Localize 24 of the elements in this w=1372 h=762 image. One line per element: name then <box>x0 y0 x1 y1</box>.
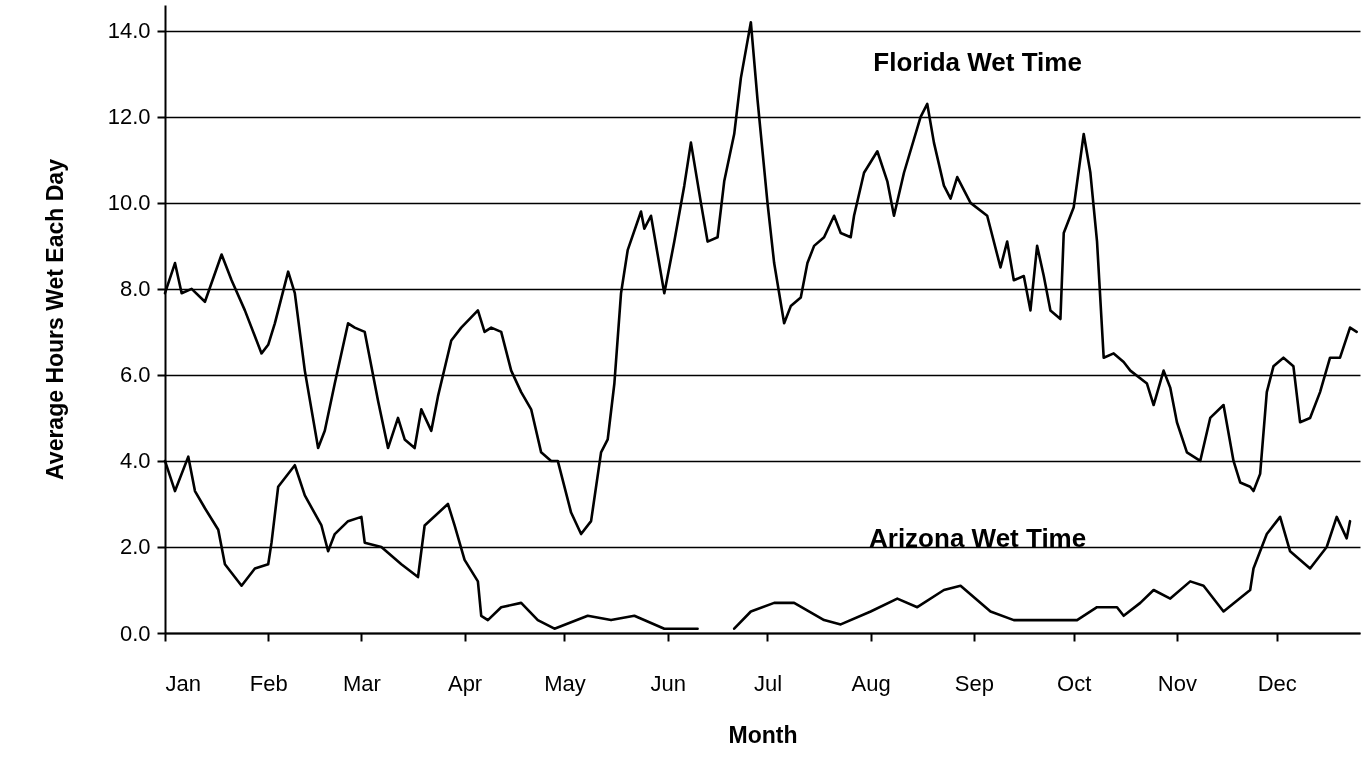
y-tick-label: 8.0 <box>119 276 151 302</box>
x-tick-label: Jul <box>753 670 783 696</box>
y-tick-label: 12.0 <box>107 104 151 130</box>
x-tick-label: Nov <box>1157 670 1197 696</box>
x-tick-label: Dec <box>1257 670 1297 696</box>
x-tick-label: Apr <box>447 670 483 696</box>
x-tick-label: May <box>544 670 586 696</box>
y-tick-label: 0.0 <box>119 620 151 646</box>
y-tick-label: 4.0 <box>119 448 151 474</box>
x-tick-label: Sep <box>954 670 994 696</box>
x-axis-title: Month <box>728 721 798 748</box>
text: Florida Wet Time <box>873 46 1082 77</box>
x-tick-label: Feb <box>249 670 288 696</box>
y-tick-label: 10.0 <box>107 190 151 216</box>
y-axis-title: Average Hours Wet Each Day <box>41 158 68 480</box>
x-tick-label: Aug <box>851 670 891 696</box>
y-tick-label: 14.0 <box>107 18 151 44</box>
y-tick-label: 2.0 <box>119 534 151 560</box>
x-tick-label: Oct <box>1057 670 1092 696</box>
series-label: Arizona Wet Time <box>869 522 1087 553</box>
y-tick-label: 6.0 <box>119 362 151 388</box>
x-tick-label: Jan <box>165 670 201 696</box>
x-tick-label: Jun <box>650 670 686 696</box>
x-tick-label: Mar <box>342 670 381 696</box>
